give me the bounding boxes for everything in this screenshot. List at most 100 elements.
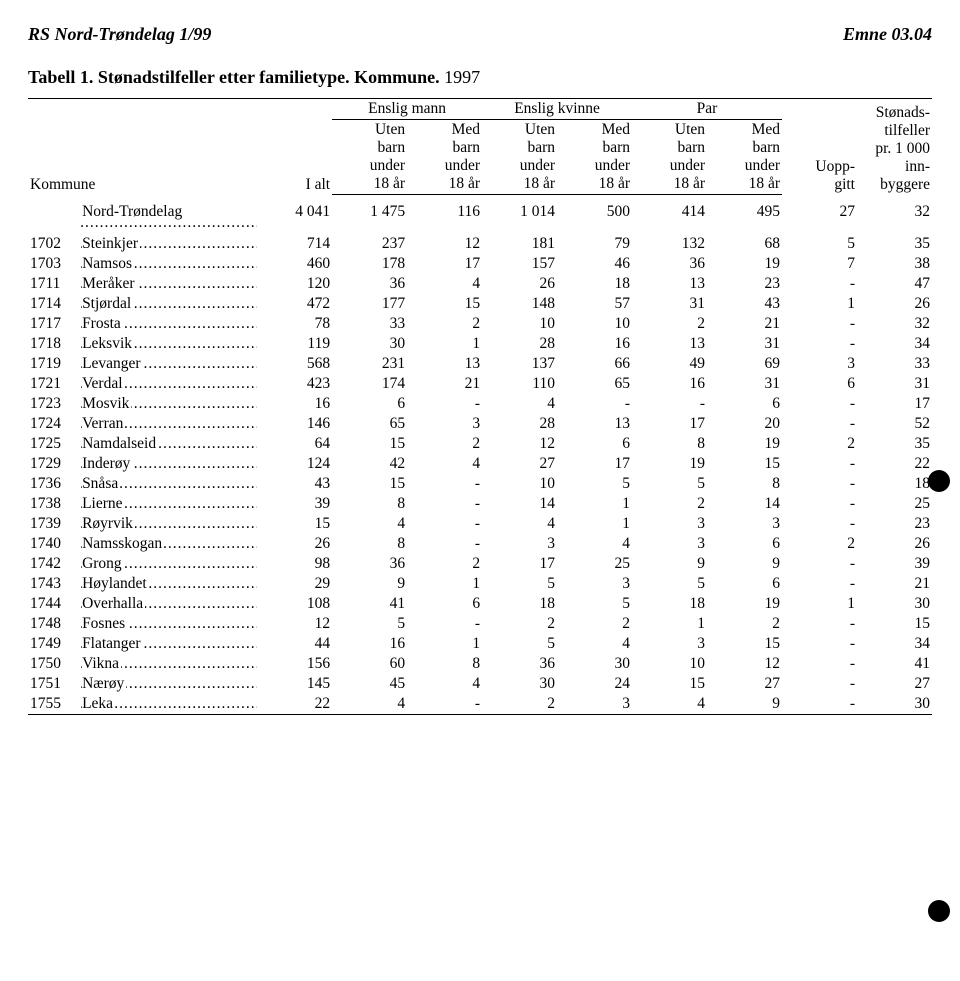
row-cell: 22 bbox=[257, 694, 332, 715]
row-cell: 68 bbox=[707, 234, 782, 255]
row-cell: - bbox=[782, 674, 857, 694]
row-cell: 36 bbox=[632, 254, 707, 274]
row-cell: 30 bbox=[482, 674, 557, 694]
row-cell: 98 bbox=[257, 554, 332, 574]
table-row: 1743Høylandet29915356-21 bbox=[28, 574, 932, 594]
table-head: Kommune I alt Enslig mann Enslig kvinne … bbox=[28, 99, 932, 195]
row-cell: 8 bbox=[407, 654, 482, 674]
row-cell: 4 bbox=[332, 694, 407, 715]
row-cell: 15 bbox=[707, 634, 782, 654]
row-cell: 6 bbox=[707, 574, 782, 594]
row-cell: 2 bbox=[632, 314, 707, 334]
row-name: Verran bbox=[80, 414, 257, 434]
row-cell: 714 bbox=[257, 234, 332, 255]
table-row: 1749Flatanger4416154315-34 bbox=[28, 634, 932, 654]
row-cell: 9 bbox=[707, 554, 782, 574]
col-kommune: Kommune bbox=[28, 99, 257, 195]
row-cell: 423 bbox=[257, 374, 332, 394]
row-cell: 13 bbox=[632, 274, 707, 294]
row-cell: 137 bbox=[482, 354, 557, 374]
row-code: 1749 bbox=[28, 634, 80, 654]
table-row: 1711Meråker12036426181323-47 bbox=[28, 274, 932, 294]
row-cell: 66 bbox=[557, 354, 632, 374]
row-cell: 23 bbox=[857, 514, 932, 534]
row-cell: 13 bbox=[557, 414, 632, 434]
row-cell: 12 bbox=[482, 434, 557, 454]
row-cell: - bbox=[782, 514, 857, 534]
row-cell: 124 bbox=[257, 454, 332, 474]
row-code: 1725 bbox=[28, 434, 80, 454]
row-cell: 1 bbox=[782, 294, 857, 314]
row-cell: 30 bbox=[857, 594, 932, 614]
table-row: 1751Nærøy14545430241527-27 bbox=[28, 674, 932, 694]
row-name: Snåsa bbox=[80, 474, 257, 494]
row-code: 1755 bbox=[28, 694, 80, 715]
row-cell: - bbox=[782, 314, 857, 334]
row-cell: 25 bbox=[857, 494, 932, 514]
total-cell: 4 041 bbox=[257, 195, 332, 234]
row-cell: 3 bbox=[707, 514, 782, 534]
total-row: Nord-Trøndelag4 0411 4751161 01450041449… bbox=[28, 195, 932, 234]
table-row: 1725Namdalseid64152126819235 bbox=[28, 434, 932, 454]
row-cell: - bbox=[407, 494, 482, 514]
row-cell: 15 bbox=[857, 614, 932, 634]
row-code: 1724 bbox=[28, 414, 80, 434]
row-cell: 18 bbox=[857, 474, 932, 494]
row-cell: 39 bbox=[857, 554, 932, 574]
row-code: 1743 bbox=[28, 574, 80, 594]
row-code: 1740 bbox=[28, 534, 80, 554]
colgroup-par: Par bbox=[632, 99, 782, 120]
row-cell: 2 bbox=[632, 494, 707, 514]
row-cell: - bbox=[782, 394, 857, 414]
row-cell: 31 bbox=[632, 294, 707, 314]
row-cell: 3 bbox=[632, 514, 707, 534]
col-stonad: Stønads- tilfeller pr. 1 000 inn- bygger… bbox=[857, 99, 932, 195]
row-cell: 12 bbox=[707, 654, 782, 674]
total-cell: 27 bbox=[782, 195, 857, 234]
row-code: 1751 bbox=[28, 674, 80, 694]
row-name: Nærøy bbox=[80, 674, 257, 694]
table-row: 1724Verran14665328131720-52 bbox=[28, 414, 932, 434]
row-cell: - bbox=[782, 654, 857, 674]
table-row: 1702Steinkjer714237121817913268535 bbox=[28, 234, 932, 255]
row-cell: 34 bbox=[857, 634, 932, 654]
total-name: Nord-Trøndelag bbox=[80, 195, 257, 234]
row-name: Meråker bbox=[80, 274, 257, 294]
row-code: 1702 bbox=[28, 234, 80, 255]
row-cell: 2 bbox=[707, 614, 782, 634]
row-cell: 2 bbox=[407, 434, 482, 454]
row-cell: 24 bbox=[557, 674, 632, 694]
row-cell: 5 bbox=[557, 594, 632, 614]
row-cell: 4 bbox=[482, 514, 557, 534]
row-name: Verdal bbox=[80, 374, 257, 394]
row-name: Fosnes bbox=[80, 614, 257, 634]
row-cell: 26 bbox=[257, 534, 332, 554]
title-year: 1997 bbox=[444, 67, 480, 87]
title-bold: Stønadstilfeller etter familietype. Komm… bbox=[98, 67, 440, 87]
row-cell: 4 bbox=[407, 454, 482, 474]
col-ek-med: Med barn under 18 år bbox=[557, 120, 632, 195]
row-cell: 6 bbox=[407, 594, 482, 614]
row-cell: 110 bbox=[482, 374, 557, 394]
row-cell: 12 bbox=[257, 614, 332, 634]
row-cell: 3 bbox=[782, 354, 857, 374]
row-cell: 9 bbox=[332, 574, 407, 594]
row-cell: - bbox=[782, 574, 857, 594]
table-row: 1717Frosta783321010221-32 bbox=[28, 314, 932, 334]
row-cell: 6 bbox=[782, 374, 857, 394]
row-cell: 8 bbox=[332, 494, 407, 514]
row-cell: 5 bbox=[782, 234, 857, 255]
row-cell: 28 bbox=[482, 334, 557, 354]
row-cell: 174 bbox=[332, 374, 407, 394]
row-cell: 33 bbox=[332, 314, 407, 334]
row-cell: 36 bbox=[332, 274, 407, 294]
row-name: Namsskogan bbox=[80, 534, 257, 554]
row-cell: 44 bbox=[257, 634, 332, 654]
row-cell: 1 bbox=[407, 634, 482, 654]
row-name: Leksvik bbox=[80, 334, 257, 354]
row-cell: 1 bbox=[632, 614, 707, 634]
row-cell: 31 bbox=[707, 334, 782, 354]
table-row: 1723Mosvik166-4--6-17 bbox=[28, 394, 932, 414]
row-cell: - bbox=[407, 534, 482, 554]
row-cell: 237 bbox=[332, 234, 407, 255]
